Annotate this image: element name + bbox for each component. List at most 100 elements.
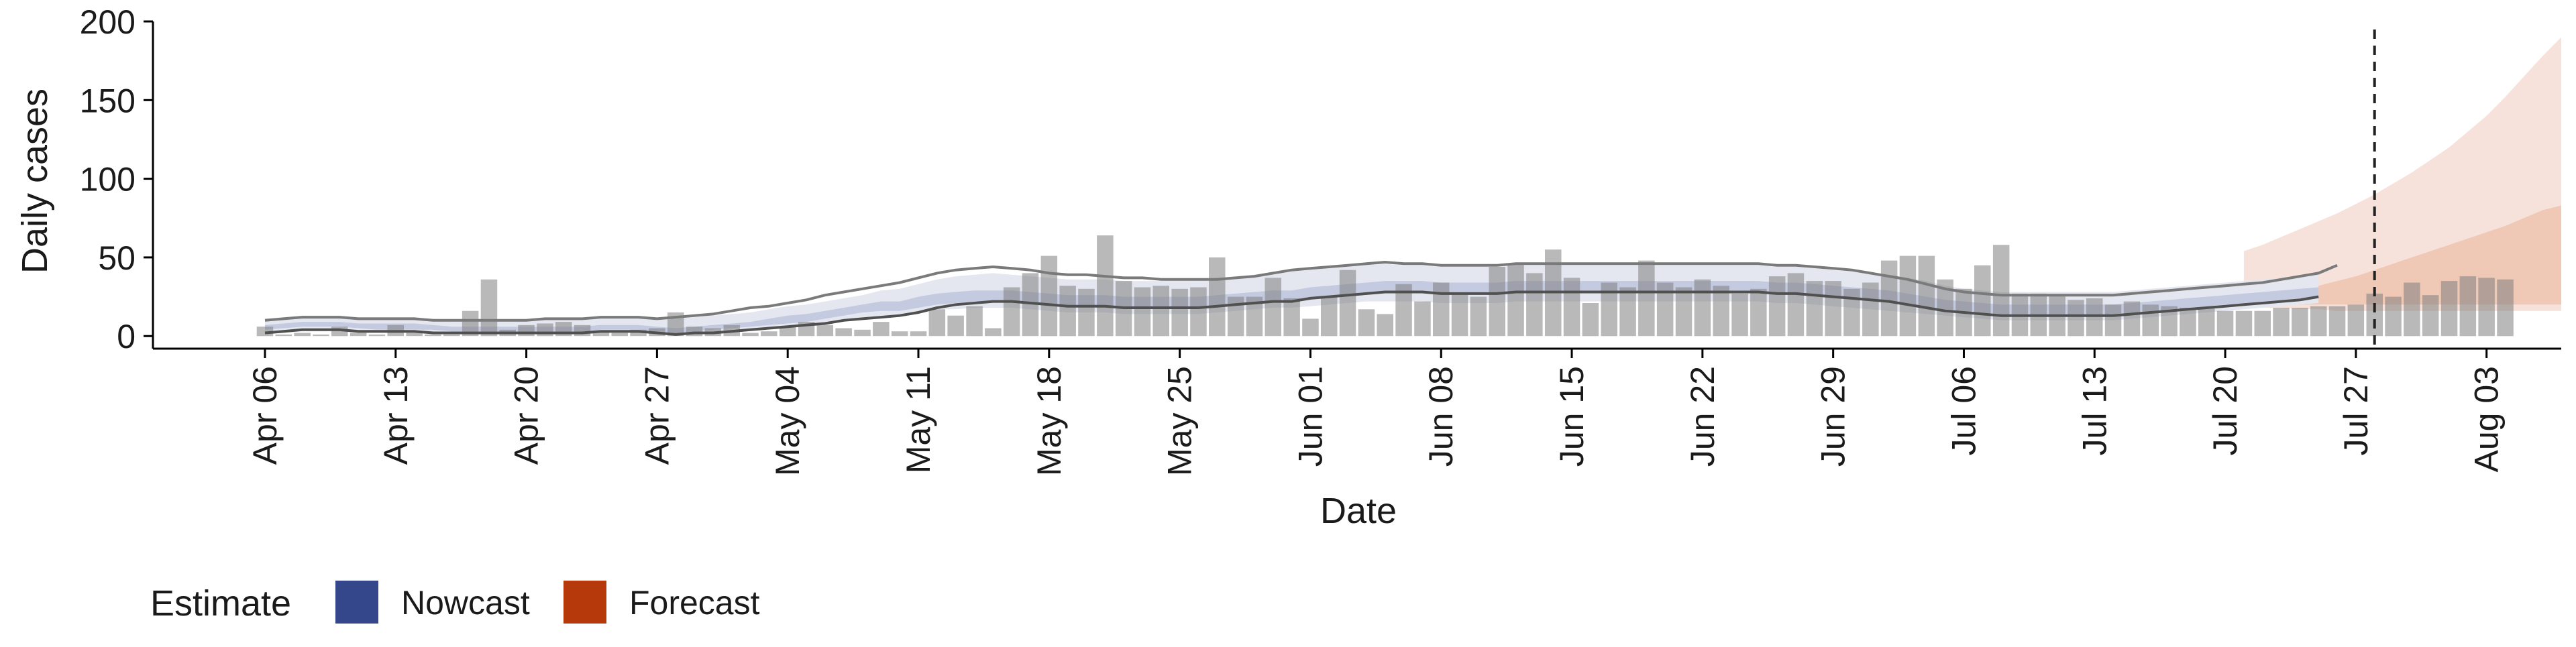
case-bar <box>2292 308 2308 337</box>
case-bar <box>1713 286 1729 337</box>
case-bar <box>592 331 610 337</box>
case-bar <box>480 279 498 337</box>
case-bar <box>966 306 983 337</box>
case-bar <box>2235 310 2253 337</box>
x-tick-label: May 11 <box>900 366 937 473</box>
case-bar <box>1656 282 1674 337</box>
y-tick-label: 50 <box>98 239 136 277</box>
case-bar <box>1209 257 1226 337</box>
case-bar <box>1059 286 1076 337</box>
case-bar <box>313 334 329 337</box>
case-bar <box>1507 263 1524 337</box>
case-bar <box>1992 245 2010 337</box>
case-bar <box>2310 306 2327 337</box>
case-bar <box>816 325 834 337</box>
x-tick-label: May 25 <box>1161 366 1199 476</box>
case-bar <box>2273 308 2290 337</box>
case-bar <box>1731 293 1748 337</box>
case-bar <box>1619 287 1636 337</box>
case-bar <box>2385 296 2402 337</box>
case-bar <box>1974 265 1991 337</box>
legend-label-forecast: Forecast <box>629 584 760 622</box>
case-bar <box>780 327 796 337</box>
case-bar <box>1470 296 1487 337</box>
case-bar <box>1806 281 1823 337</box>
x-tick-label: May 18 <box>1030 366 1068 476</box>
case-bar <box>368 334 386 337</box>
case-bar <box>910 331 927 337</box>
case-bar <box>1283 298 1300 337</box>
case-bar <box>1750 288 1767 337</box>
x-tick-label: Jun 08 <box>1422 366 1460 467</box>
case-bar <box>1227 296 1244 337</box>
x-tick-label: Jun 29 <box>1815 366 1852 467</box>
case-bar <box>2216 310 2234 337</box>
case-bar <box>2347 304 2365 337</box>
case-bar <box>2440 281 2458 337</box>
case-bar <box>947 315 964 337</box>
y-tick-label: 200 <box>80 3 136 41</box>
case-bar <box>350 333 367 337</box>
case-bar <box>1152 286 1169 337</box>
y-axis-ticks: 0 50 100 150 200 <box>80 3 153 355</box>
case-bar <box>2142 304 2159 337</box>
case-bar <box>1563 278 1580 337</box>
case-bar <box>425 334 441 337</box>
x-axis-label: Date <box>1320 491 1397 531</box>
case-bar <box>2422 295 2439 337</box>
case-bar <box>854 329 871 337</box>
case-bar <box>1265 278 1281 337</box>
case-bar <box>1134 287 1151 337</box>
x-tick-label: Jul 06 <box>1945 366 1982 455</box>
case-bar <box>518 325 535 337</box>
case-bar <box>1675 287 1693 337</box>
y-tick-label: 0 <box>117 318 136 355</box>
case-bar <box>2366 293 2383 337</box>
case-bar <box>761 331 777 337</box>
y-tick-label: 150 <box>80 82 136 119</box>
case-bar <box>2404 282 2420 337</box>
x-tick-label: Aug 03 <box>2468 366 2506 472</box>
case-bar <box>1526 273 1543 337</box>
case-bar <box>1190 287 1207 337</box>
case-bar <box>611 333 628 337</box>
case-bar <box>2478 278 2495 337</box>
case-bar <box>1433 282 1450 337</box>
case-bar <box>2104 304 2122 337</box>
case-bar <box>835 328 852 337</box>
case-bar <box>873 322 890 337</box>
case-bar <box>275 334 292 337</box>
case-bar <box>2123 301 2141 337</box>
case-bar <box>2459 276 2477 337</box>
case-bar <box>1414 301 1431 337</box>
case-bar <box>1302 318 1319 337</box>
case-bar <box>294 333 311 337</box>
case-bar <box>1097 235 1114 337</box>
x-tick-label: Apr 06 <box>246 366 284 465</box>
case-bar <box>1918 255 1935 337</box>
case-bar <box>1768 276 1786 337</box>
legend-title: Estimate <box>150 583 291 624</box>
case-bar <box>891 331 908 337</box>
case-bar <box>2328 306 2346 337</box>
x-tick-label: May 04 <box>769 366 806 476</box>
case-bar <box>1358 309 1375 337</box>
x-tick-label: Jul 27 <box>2337 366 2375 455</box>
case-bar <box>1880 260 1898 337</box>
legend: Estimate Nowcast Forecast <box>150 581 760 624</box>
y-axis-label: Daily cases <box>15 89 55 274</box>
case-bar <box>1321 296 1338 337</box>
case-bar <box>406 333 423 337</box>
case-bar <box>574 325 591 337</box>
case-bar <box>2068 300 2084 337</box>
case-bar <box>2497 279 2514 337</box>
forecast-band-layer <box>2243 37 2561 311</box>
case-bar <box>1451 293 1468 337</box>
case-bar <box>2180 308 2196 337</box>
upper-bound-line <box>264 260 2338 322</box>
x-tick-label: Apr 13 <box>377 366 415 465</box>
case-bar <box>1862 282 1879 337</box>
x-axis-ticks: Apr 06 Apr 13 Apr 20 Apr 27 May 04 May 11 May … <box>246 349 2506 476</box>
y-tick-label: 100 <box>80 161 136 198</box>
